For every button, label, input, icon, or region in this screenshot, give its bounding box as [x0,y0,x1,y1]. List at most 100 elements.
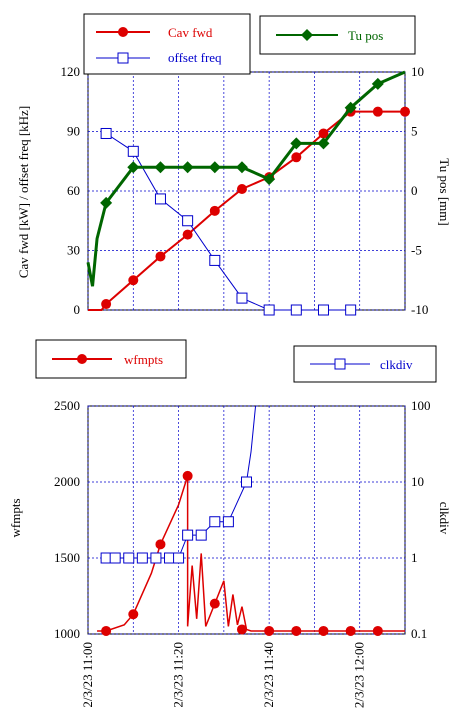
offset-freq-point [263,304,275,316]
offset-freq-point [154,193,166,205]
wfmpts-line [97,475,405,632]
clkdiv-point [173,552,185,564]
offset-freq-point [345,304,357,316]
cav-fwd-point [372,106,383,117]
wfmpts-point [128,609,139,620]
legend-cav-fwd-marker [118,27,128,37]
tick-label-left: 120 [61,64,81,79]
cav-fwd-point [155,251,166,262]
bottom-left-axis: 1000 1500 2000 2500 [54,398,80,641]
top-right-axis-label: Tu pos [mm] [437,158,452,225]
tu-pos-line [86,70,406,287]
wfmpts-point [182,470,193,481]
wfmpts-point [101,625,112,636]
wfmpts-point [345,625,356,636]
cav-fwd-point [101,299,112,310]
bottom-grid [87,405,406,635]
bottom-right-axis-label: clkdiv [437,502,452,535]
cav-fwd-point [209,205,220,216]
legend-clkdiv: clkdiv [293,345,437,383]
cav-fwd-point [236,184,247,195]
tick-label-left: 2500 [54,398,80,413]
tu-pos-point [181,161,194,174]
tick-label-right: -10 [411,302,428,317]
cav-fwd-point [182,229,193,240]
tick-label-left: 1000 [54,626,80,641]
tick-label-left: 90 [67,124,80,139]
offset-freq-point [182,215,194,227]
tick-label-left: 2000 [54,474,80,489]
legend-tu-pos-label: Tu pos [348,28,383,43]
wfmpts-point [372,625,383,636]
top-series [86,70,410,316]
tick-label-right: -5 [411,243,422,258]
bottom-series [97,405,405,636]
clkdiv-point [109,552,121,564]
tu-pos-point [208,161,221,174]
tu-pos-point [317,137,330,150]
wfmpts-point [209,598,220,609]
legend-clkdiv-label: clkdiv [380,357,413,372]
tick-label-x: 2/3/23 12:00 [352,642,367,708]
clkdiv-point [136,552,148,564]
offset-freq-point [236,292,248,304]
tick-label-left: 0 [74,302,81,317]
top-left-axis: 0 30 60 90 120 [61,64,81,317]
tick-label-right: 0 [411,183,418,198]
legend-offset-freq-label: offset freq [168,50,222,65]
tick-label-right: 0.1 [411,626,427,641]
legend-wfmpts: wfmpts [35,339,187,379]
tick-label-right: 10 [411,474,424,489]
legend-tu-pos: Tu pos [259,15,416,55]
wfmpts-point [155,539,166,550]
legend-tu-pos-marker [301,29,313,41]
tu-pos-point [127,161,140,174]
clkdiv-point [222,516,234,528]
clkdiv-point [100,552,112,564]
tu-pos-point [154,161,167,174]
legend-wfmpts-label: wfmpts [124,352,163,367]
wfmpts-point [291,625,302,636]
bottom-plot-area [87,405,406,635]
tu-pos-point [263,173,276,186]
bottom-right-axis: 0.1 1 10 100 [411,398,431,641]
cav-fwd-point [291,152,302,163]
cav-fwd-point [400,106,410,117]
tu-pos-point [235,161,248,174]
clkdiv-point [182,529,194,541]
clkdiv-point [195,529,207,541]
legend-clkdiv-marker [334,358,346,370]
legend-offset-freq-marker [117,52,129,64]
offset-freq-line [105,133,351,311]
offset-freq-point [317,304,329,316]
tick-label-x: 2/3/23 11:20 [171,642,186,708]
tick-label-left: 1500 [54,550,80,565]
top-right-axis: -10 -5 0 5 10 [411,64,428,317]
offset-freq-point [209,254,221,266]
offset-freq-point [290,304,302,316]
legend-wfmpts-marker [77,354,87,364]
wfmpts-point [318,625,329,636]
offset-freq-point [100,127,112,139]
tick-label-left: 60 [67,183,80,198]
bottom-x-axis: 2/3/23 11:00 2/3/23 11:20 2/3/23 11:40 2/3/… [80,642,367,708]
tick-label-left: 30 [67,243,80,258]
legend-box [83,13,251,75]
tick-label-right: 5 [411,124,418,139]
clkdiv-point [164,552,176,564]
cav-fwd-point [128,275,139,286]
legend-cav-offset: Cav fwd offset freq [83,13,251,75]
wfmpts-point [264,625,275,636]
clkdiv-point [150,552,162,564]
tick-label-right: 10 [411,64,424,79]
clkdiv-point [241,476,252,488]
top-left-axis-label: Cav fwd [kW] / offset freq [kHz] [16,106,31,278]
tu-pos-point [100,196,113,209]
offset-freq-point [127,145,139,157]
top-panel: 0 30 60 90 120 -10 -5 0 5 10 Cav fwd [kW] / offs… [16,13,452,317]
legend-cav-fwd-label: Cav fwd [168,25,213,40]
tu-pos-point [371,77,384,90]
clkdiv-point [123,552,135,564]
